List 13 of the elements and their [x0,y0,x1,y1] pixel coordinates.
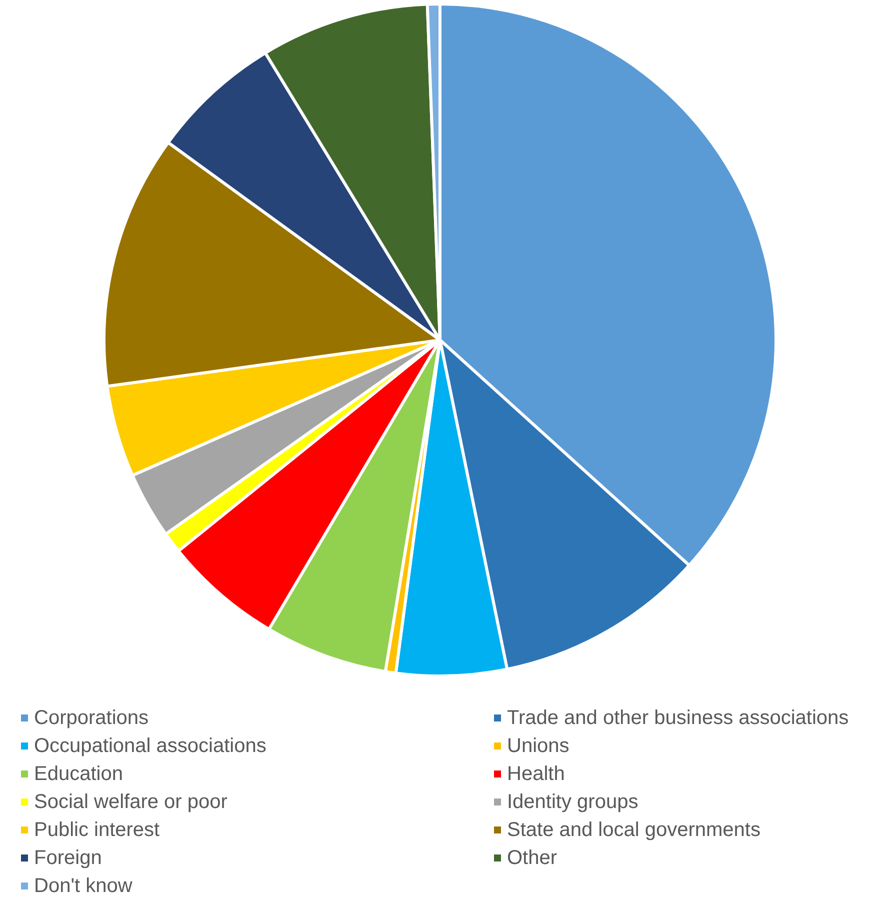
legend-label: Occupational associations [34,735,266,757]
legend-label: Public interest [34,819,160,841]
legend-label: Health [507,763,565,785]
legend-label: Education [34,763,123,785]
legend-label: Social welfare or poor [34,791,228,813]
legend-label: Don't know [34,875,133,897]
legend-label: Corporations [34,707,149,729]
legend-label: Foreign [34,847,102,869]
legend-label: Other [507,847,558,869]
legend-label: Unions [507,735,570,757]
legend-label: Trade and other business associations [507,707,849,729]
legend-label: Identity groups [507,791,638,813]
legend-label: State and local governments [507,819,760,841]
